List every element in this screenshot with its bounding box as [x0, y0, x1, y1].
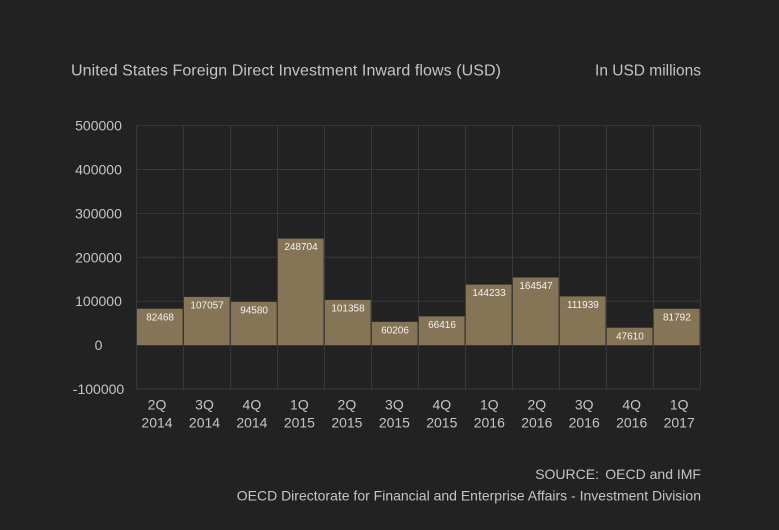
svg-text:2Q: 2Q — [148, 397, 167, 413]
svg-text:500000: 500000 — [75, 118, 122, 134]
svg-text:2015: 2015 — [331, 415, 362, 431]
svg-text:4Q: 4Q — [243, 397, 262, 413]
svg-text:66416: 66416 — [428, 320, 456, 331]
svg-text:OECD and IMF: OECD and IMF — [605, 466, 701, 482]
svg-text:200000: 200000 — [75, 249, 122, 265]
svg-text:2017: 2017 — [664, 415, 695, 431]
svg-text:In USD millions: In USD millions — [595, 63, 701, 80]
svg-text:1Q: 1Q — [480, 397, 499, 413]
svg-text:47610: 47610 — [616, 331, 644, 342]
svg-text:100000: 100000 — [75, 293, 122, 309]
svg-text:94580: 94580 — [240, 306, 268, 317]
svg-text:81792: 81792 — [663, 312, 691, 323]
svg-text:2015: 2015 — [284, 415, 315, 431]
svg-text:2015: 2015 — [426, 415, 457, 431]
svg-text:164547: 164547 — [519, 281, 553, 292]
svg-text:-100000: -100000 — [73, 381, 125, 397]
svg-text:SOURCE:: SOURCE: — [535, 466, 599, 482]
svg-text:2014: 2014 — [236, 415, 267, 431]
svg-text:82468: 82468 — [146, 312, 174, 323]
svg-text:3Q: 3Q — [385, 397, 404, 413]
svg-text:2014: 2014 — [141, 415, 172, 431]
svg-text:2016: 2016 — [616, 415, 647, 431]
svg-text:2Q: 2Q — [338, 397, 357, 413]
svg-text:101358: 101358 — [331, 304, 365, 315]
svg-text:United States Foreign Direct I: United States Foreign Direct Investment … — [71, 63, 501, 80]
svg-text:111939: 111939 — [567, 300, 599, 311]
svg-text:1Q: 1Q — [670, 397, 689, 413]
svg-text:2014: 2014 — [189, 415, 220, 431]
svg-text:3Q: 3Q — [575, 397, 594, 413]
svg-text:1Q: 1Q — [290, 397, 309, 413]
svg-text:300000: 300000 — [75, 205, 122, 221]
svg-text:3Q: 3Q — [195, 397, 214, 413]
svg-text:400000: 400000 — [75, 162, 122, 178]
svg-text:2016: 2016 — [474, 415, 505, 431]
svg-text:107057: 107057 — [190, 301, 224, 312]
svg-text:0: 0 — [95, 337, 103, 353]
svg-text:4Q: 4Q — [432, 397, 451, 413]
svg-text:2015: 2015 — [379, 415, 410, 431]
svg-text:2016: 2016 — [569, 415, 600, 431]
svg-text:OECD Directorate for Financial: OECD Directorate for Financial and Enter… — [237, 488, 701, 504]
svg-text:2016: 2016 — [521, 415, 552, 431]
svg-text:60206: 60206 — [381, 325, 409, 336]
svg-text:248704: 248704 — [284, 242, 318, 253]
svg-text:4Q: 4Q — [622, 397, 641, 413]
svg-text:144233: 144233 — [472, 288, 506, 299]
svg-text:2Q: 2Q — [527, 397, 546, 413]
